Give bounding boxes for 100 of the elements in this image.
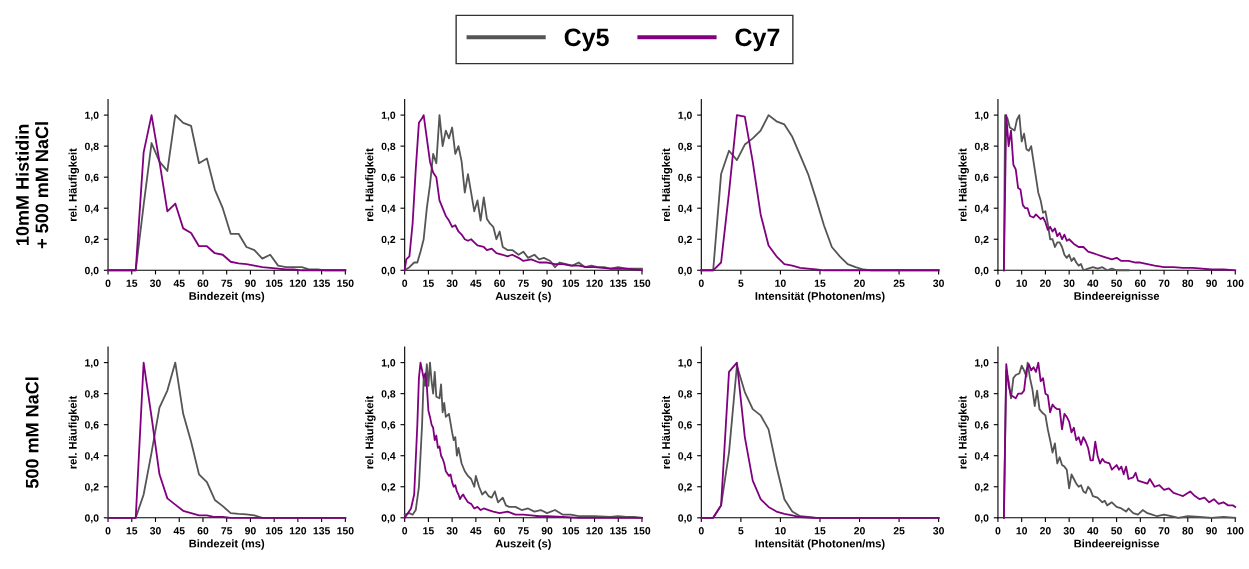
y-axis-title: rel. Häufigkeit	[365, 395, 376, 469]
x-tick-label: 150	[633, 279, 651, 287]
x-tick-label: 10	[775, 527, 786, 535]
y-axis-title: rel. Häufigkeit	[661, 148, 673, 221]
x-tick-label: 150	[633, 527, 651, 535]
x-tick-label: 105	[266, 527, 283, 535]
x-tick-label: 5	[738, 527, 744, 535]
x-tick-label: 60	[197, 279, 209, 287]
x-tick-label: 90	[541, 279, 553, 287]
y-tick-label: 0,4	[84, 452, 99, 462]
y-tick-label: 0,2	[381, 235, 396, 245]
x-tick-label: 15	[814, 527, 826, 535]
x-tick-label: 0	[698, 279, 704, 287]
y-tick-label: 0,0	[84, 266, 99, 276]
x-tick-label: 15	[126, 279, 138, 287]
y-tick-label: 1,0	[975, 359, 989, 368]
y-tick-label: 0,2	[84, 483, 99, 493]
x-tick-label: 105	[562, 527, 580, 535]
x-tick-label: 30	[933, 527, 944, 535]
x-tick-label: 45	[470, 527, 482, 535]
x-tick-label: 80	[1182, 279, 1194, 287]
x-axis-title: Bindezeit (ms)	[189, 291, 265, 303]
y-tick-label: 0,0	[678, 266, 692, 276]
x-tick-label: 30	[933, 279, 944, 287]
x-axis-title: Bindeereignisse	[1074, 539, 1160, 550]
x-tick-label: 135	[313, 527, 331, 535]
x-tick-label: 90	[1206, 279, 1217, 287]
y-tick-label: 0,8	[381, 142, 396, 152]
x-tick-label: 0	[995, 279, 1001, 287]
y-tick-label: 0,0	[381, 514, 396, 524]
y-tick-label: 0,8	[84, 390, 99, 400]
y-tick-label: 0,8	[974, 142, 989, 152]
x-tick-label: 120	[289, 279, 307, 287]
x-tick-label: 20	[1039, 279, 1051, 287]
x-axis-title: Auszeit (s)	[495, 539, 551, 550]
y-tick-label: 1,0	[381, 359, 396, 368]
x-tick-label: 30	[149, 527, 161, 535]
x-tick-label: 0	[105, 527, 111, 535]
x-tick-label: 0	[402, 279, 408, 287]
x-tick-label: 45	[173, 279, 185, 287]
x-tick-label: 105	[562, 279, 580, 287]
y-tick-label: 0,0	[381, 266, 396, 276]
x-tick-label: 10	[775, 279, 786, 287]
y-tick-label: 0,4	[974, 452, 989, 462]
x-tick-label: 150	[337, 279, 354, 287]
x-tick-label: 20	[854, 527, 865, 535]
y-tick-label: 1,0	[678, 359, 692, 368]
x-tick-label: 150	[337, 527, 354, 535]
x-tick-label: 30	[1063, 279, 1075, 287]
x-tick-label: 90	[244, 527, 256, 535]
text: 500 mM NaCl	[25, 377, 39, 489]
y-axis-title: rel. Häufigkeit	[958, 395, 969, 469]
y-tick-label: 0,8	[678, 390, 692, 400]
x-tick-label: 40	[1087, 527, 1099, 535]
y-tick-label: 0,4	[381, 452, 396, 462]
x-tick-label: 120	[586, 279, 603, 287]
x-tick-label: 75	[517, 527, 529, 535]
x-tick-label: 0	[698, 527, 704, 535]
line-series	[1002, 114, 1237, 272]
y-axis-title: rel. Häufigkeit	[68, 148, 79, 221]
x-tick-label: 20	[854, 279, 865, 287]
x-tick-label: 75	[517, 279, 529, 287]
y-tick-label: 0,6	[974, 173, 989, 183]
x-tick-label: 60	[494, 279, 505, 287]
x-tick-label: 90	[1206, 527, 1217, 535]
x-tick-label: 30	[1063, 527, 1075, 535]
x-tick-label: 0	[995, 527, 1001, 535]
x-tick-label: 60	[197, 527, 209, 535]
x-tick-label: 60	[494, 527, 505, 535]
x-tick-label: 105	[266, 279, 283, 287]
y-tick-label: 0,6	[974, 421, 989, 431]
y-tick-label: 0,8	[678, 142, 692, 152]
text: 10mM Histidin + 500 mM NaCl	[15, 122, 49, 249]
y-tick-label: 0,2	[974, 483, 989, 493]
x-tick-label: 20	[1039, 527, 1051, 535]
x-tick-label: 75	[221, 527, 233, 535]
x-tick-label: 100	[1227, 527, 1244, 535]
y-tick-label: 1,0	[975, 111, 989, 121]
x-tick-label: 25	[893, 527, 905, 535]
x-tick-label: 30	[446, 279, 458, 287]
x-tick-label: 30	[149, 279, 161, 287]
x-tick-label: 60	[1134, 279, 1146, 287]
y-axis-title: rel. Häufigkeit	[68, 395, 79, 469]
x-tick-label: 135	[610, 527, 627, 535]
x-tick-label: 10	[1016, 279, 1028, 287]
y-tick-label: 1,0	[85, 359, 99, 368]
legend-label: Cy7	[735, 28, 780, 52]
y-tick-label: 0,0	[678, 514, 692, 524]
x-tick-label: 70	[1158, 279, 1170, 287]
y-tick-label: 0,4	[678, 452, 693, 462]
y-tick-label: 0,6	[381, 173, 396, 183]
x-axis-title: Bindeereignisse	[1074, 291, 1160, 303]
x-tick-label: 40	[1087, 279, 1099, 287]
y-tick-label: 1,0	[381, 111, 396, 121]
y-tick-label: 0,4	[84, 204, 99, 214]
legend-label: Cy5	[564, 28, 609, 52]
x-tick-label: 120	[586, 527, 603, 535]
y-tick-label: 0,4	[678, 204, 693, 214]
y-tick-label: 0,2	[84, 235, 99, 245]
x-axis-title: Intensität (Photonen/ms)	[755, 291, 885, 303]
